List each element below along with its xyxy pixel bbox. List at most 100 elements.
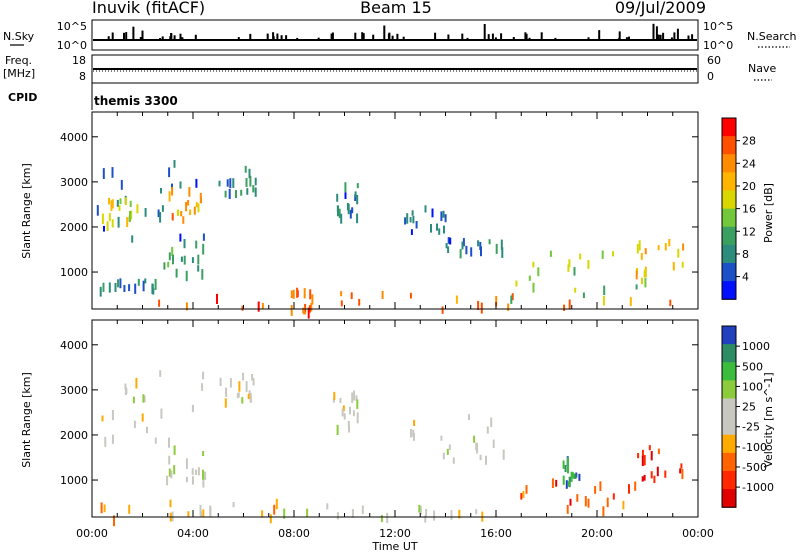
velocity-echo-cell bbox=[185, 476, 188, 483]
velocity-echo-cell bbox=[380, 515, 383, 523]
noise-bar bbox=[491, 33, 494, 40]
power-echo-cell bbox=[574, 287, 577, 293]
noise-bar bbox=[670, 37, 673, 40]
noise-bar bbox=[676, 28, 679, 40]
power-echo-cell bbox=[356, 195, 359, 205]
velocity-echo-cell bbox=[446, 448, 449, 455]
velocity-echo-cell bbox=[168, 468, 171, 477]
power-echo-cell bbox=[172, 254, 174, 265]
power-echo-cell bbox=[151, 284, 154, 294]
velocity-y-axis: 1000 2000 3000 4000 bbox=[60, 339, 698, 487]
velocity-echo-cell bbox=[238, 381, 241, 392]
power-colorbar-label: Power [dB] bbox=[762, 183, 775, 243]
power-echo-cell bbox=[176, 209, 179, 216]
power-echo-cell bbox=[119, 198, 122, 205]
power-colorbar-swatch bbox=[722, 172, 736, 191]
velocity-echo-cell bbox=[355, 395, 358, 401]
noise-bar bbox=[383, 25, 386, 40]
velocity-echo-cell bbox=[656, 466, 659, 477]
velocity-echo-cell bbox=[173, 445, 176, 455]
power-echo-cell bbox=[101, 213, 104, 224]
velocity-echo-cell bbox=[479, 454, 482, 461]
noise-bar bbox=[652, 23, 655, 40]
beam-title: Beam 15 bbox=[360, 0, 432, 17]
velocity-echo-cell bbox=[197, 467, 200, 476]
power-echo-cell bbox=[126, 217, 129, 227]
noise-right-tick-bottom: 10^0 bbox=[703, 39, 733, 52]
power-echo-cell bbox=[163, 262, 166, 270]
velocity-echo-cell bbox=[599, 481, 602, 491]
power-echo-cell bbox=[447, 246, 450, 253]
power-echo-cell bbox=[117, 279, 119, 288]
power-y-tick-label: 3000 bbox=[60, 176, 88, 189]
power-echo-cell bbox=[507, 303, 510, 311]
power-echo-cell bbox=[108, 213, 111, 222]
power-echo-cell bbox=[128, 284, 131, 292]
power-echo-cell bbox=[441, 306, 444, 314]
velocity-echo-cell bbox=[450, 510, 453, 520]
power-echo-cell bbox=[302, 307, 305, 315]
power-echo-cell bbox=[216, 293, 218, 304]
power-echo-cell bbox=[202, 233, 205, 241]
noise-right-label: N.Search bbox=[747, 30, 797, 43]
power-echo-cell bbox=[248, 168, 251, 179]
power-echo-cell bbox=[131, 235, 134, 243]
noise-bar bbox=[628, 36, 630, 40]
velocity-echo-cell bbox=[168, 455, 171, 465]
power-echo-cell bbox=[477, 300, 480, 310]
velocity-echo-cell bbox=[653, 475, 656, 483]
power-echo-cell bbox=[406, 213, 409, 224]
power-echo-cell bbox=[515, 280, 518, 287]
velocity-echo-cell bbox=[143, 395, 146, 403]
power-echo-cell bbox=[171, 183, 173, 190]
power-echo-cell bbox=[447, 237, 450, 244]
power-echo-cell bbox=[120, 179, 123, 190]
velocity-echo-cell bbox=[191, 404, 194, 413]
power-echo-cell bbox=[356, 183, 359, 189]
noise-bar bbox=[132, 26, 135, 40]
noise-bar bbox=[512, 37, 515, 40]
power-echo-cell bbox=[102, 282, 105, 292]
velocity-echo-cell bbox=[159, 370, 162, 377]
velocity-echo-cell bbox=[562, 460, 565, 469]
time-tick-label: 12:00 bbox=[379, 527, 411, 540]
velocity-echo-cell bbox=[637, 453, 640, 459]
power-echo-cell bbox=[103, 225, 105, 232]
power-echo-cell bbox=[197, 203, 200, 213]
date-title: 09/Jul/2009 bbox=[615, 0, 706, 17]
power-echo-cell bbox=[340, 213, 343, 224]
power-echo-cell bbox=[337, 205, 339, 217]
velocity-echo-cell bbox=[433, 510, 436, 521]
velocity-echo-cell bbox=[650, 451, 653, 461]
noise-bar bbox=[691, 34, 694, 40]
power-echo-cell bbox=[117, 216, 120, 228]
velocity-echo-cell bbox=[133, 420, 136, 429]
power-echo-cell bbox=[644, 269, 647, 278]
velocity-echo-cell bbox=[113, 515, 115, 527]
power-echo-cell bbox=[459, 249, 462, 259]
velocity-echo-cell bbox=[191, 468, 194, 475]
noise-bar bbox=[461, 33, 464, 40]
time-tick-label: 16:00 bbox=[480, 527, 512, 540]
noise-bar bbox=[125, 32, 128, 40]
velocity-echo-cell bbox=[442, 452, 445, 460]
power-echo-cell bbox=[111, 199, 114, 209]
velocity-echo-cell bbox=[356, 399, 359, 409]
velocity-echo-cell bbox=[606, 497, 609, 508]
noise-bar bbox=[402, 36, 405, 40]
power-echo-cell bbox=[436, 223, 438, 231]
power-echo-cell bbox=[349, 209, 352, 219]
power-echo-cell bbox=[99, 286, 102, 297]
power-echo-cell bbox=[189, 209, 192, 216]
noise-bar bbox=[159, 38, 162, 40]
velocity-colorbar-swatch bbox=[722, 489, 736, 508]
power-echo-cell bbox=[296, 287, 299, 298]
power-echo-cell bbox=[455, 295, 458, 304]
power-echo-cell bbox=[461, 241, 464, 250]
velocity-echo-cell bbox=[648, 445, 651, 451]
velocity-colorbar-swatch bbox=[722, 380, 736, 399]
velocity-echo-cell bbox=[492, 439, 495, 449]
time-tick-label: 04:00 bbox=[177, 527, 209, 540]
velocity-echo-cell bbox=[185, 458, 188, 469]
velocity-echo-cell bbox=[679, 468, 682, 474]
